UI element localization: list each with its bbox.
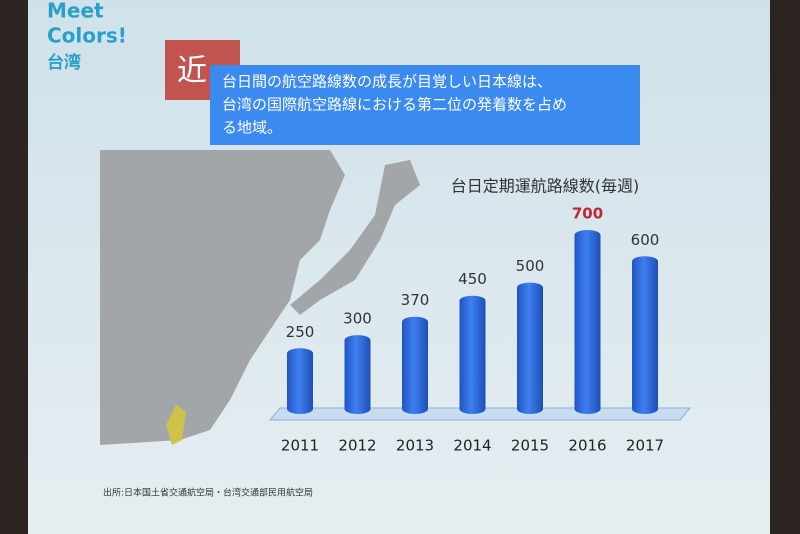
- callout-box: [210, 65, 640, 145]
- chart-title: 台日定期運航路線数(毎週): [451, 177, 640, 196]
- x-tick-label: 2015: [511, 437, 549, 455]
- map-mainland: [100, 150, 345, 445]
- value-label: 370: [401, 291, 430, 309]
- x-tick-label: 2016: [568, 437, 606, 455]
- value-label: 450: [458, 270, 487, 288]
- x-tick-label: 2012: [338, 437, 376, 455]
- map-japan: [290, 160, 420, 315]
- callout-text: 台湾の国際航空路線における第二位の発着数を占め: [222, 96, 567, 114]
- x-tick-label: 2017: [626, 437, 664, 455]
- value-label: 600: [631, 231, 660, 249]
- callout-text: る地域。: [222, 119, 282, 137]
- x-tick-label: 2011: [281, 437, 319, 455]
- value-label: 500: [516, 257, 545, 275]
- bar: [574, 230, 601, 414]
- source: 出所:日本国土省交通航空局・台湾交通部民用航空局: [103, 487, 313, 499]
- brand: Colors!: [47, 24, 127, 48]
- value-label: 250: [286, 323, 315, 341]
- bar: [632, 256, 658, 414]
- brand: 台湾: [47, 52, 81, 73]
- bar: [402, 316, 428, 414]
- brand: Meet: [47, 0, 104, 23]
- map-korea: [245, 245, 275, 300]
- callout-text: 台日間の航空路線数の成長が目覚しい日本線は、: [222, 73, 552, 91]
- badge: 近: [177, 54, 207, 89]
- bar: [517, 282, 543, 414]
- x-tick-label: 2013: [396, 437, 434, 455]
- bar: [459, 295, 486, 414]
- value-label: 300: [343, 310, 372, 328]
- x-tick-label: 2014: [453, 437, 491, 455]
- value-label: 700: [572, 205, 603, 223]
- bar: [287, 348, 313, 414]
- bar: [344, 335, 371, 414]
- map-taiwan: [166, 405, 186, 445]
